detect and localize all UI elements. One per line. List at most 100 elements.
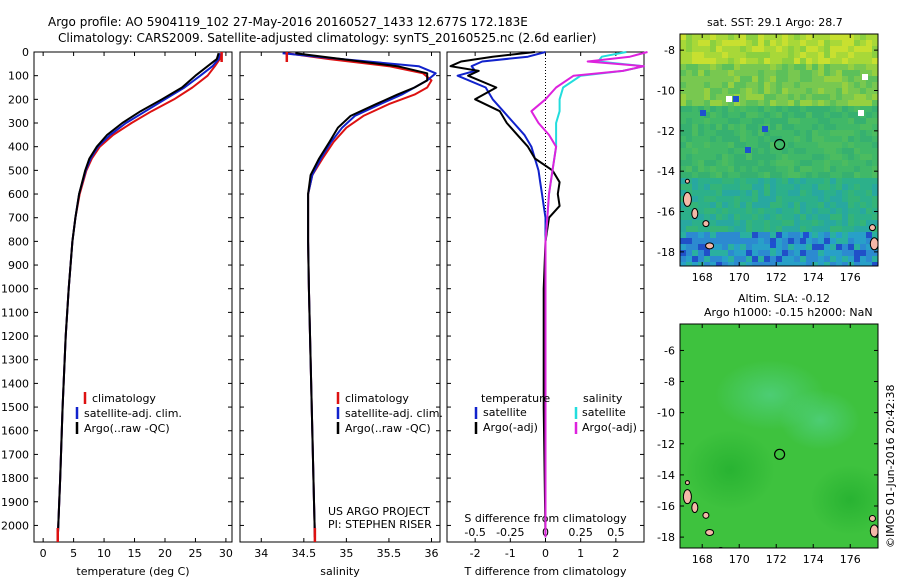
- sst-cell: [770, 184, 776, 190]
- sst-cell: [860, 82, 866, 88]
- sst-cell: [782, 112, 788, 118]
- sst-cell: [680, 106, 686, 112]
- sst-cell: [686, 88, 692, 94]
- sst-cell: [866, 76, 872, 82]
- sst-cell: [866, 148, 872, 154]
- sst-cell: [692, 46, 698, 52]
- x-tick-label: 0: [40, 547, 47, 560]
- temperature-legend: climatology satellite-adj. clim. Argo(..…: [75, 392, 182, 435]
- sst-cell: [800, 70, 806, 76]
- sst-cell: [824, 52, 830, 58]
- sst-cell: [806, 70, 812, 76]
- sst-cell: [710, 184, 716, 190]
- sst-cell: [722, 58, 728, 64]
- sst-cell: [722, 94, 728, 100]
- sst-cell: [710, 154, 716, 160]
- sst-cell: [776, 160, 782, 166]
- sst-cell: [788, 214, 794, 220]
- sst-cell: [794, 262, 800, 266]
- sst-cell: [866, 256, 872, 262]
- sst-cell: [740, 106, 746, 112]
- sst-cell: [806, 220, 812, 226]
- sst-cell: [806, 160, 812, 166]
- sst-cell: [788, 112, 794, 118]
- sst-cell: [734, 238, 740, 244]
- sst-cell: [848, 190, 854, 196]
- sst-cell: [758, 226, 764, 232]
- sst-cell: [716, 262, 722, 266]
- sst-cell: [680, 76, 686, 82]
- sst-cell: [698, 238, 704, 244]
- sst-cell: [836, 34, 842, 40]
- sst-cell: [686, 94, 692, 100]
- sst-cell: [686, 244, 692, 250]
- sst-cell: [698, 82, 704, 88]
- difference-profile-panel: -2 -1 0 1 2 T difference from climatology -0.5…: [446, 51, 648, 578]
- sst-cell: [740, 148, 746, 154]
- sst-cell: [764, 166, 770, 172]
- sst-cell: [842, 112, 848, 118]
- sst-cell: [746, 124, 752, 130]
- sst-cell: [842, 190, 848, 196]
- top-x-tick-label: 0.5: [607, 526, 625, 539]
- sst-cell: [776, 58, 782, 64]
- sst-cell: [722, 244, 728, 250]
- sst-cell: [776, 238, 782, 244]
- lat-tick-label: -12: [657, 125, 675, 138]
- sst-cell: [812, 172, 818, 178]
- sst-cell: [722, 232, 728, 238]
- x-tick-label: 5: [70, 547, 77, 560]
- sst-cell: [812, 142, 818, 148]
- sst-cell: [812, 244, 818, 250]
- sst-cell: [710, 112, 716, 118]
- sst-cell: [764, 100, 770, 106]
- sla-patch: [810, 465, 878, 535]
- sst-cell: [866, 166, 872, 172]
- sst-cell: [782, 184, 788, 190]
- sst-cell: [842, 70, 848, 76]
- island: [718, 265, 723, 266]
- sst-cell: [800, 238, 806, 244]
- sst-cell: [842, 214, 848, 220]
- sst-cell: [710, 190, 716, 196]
- sst-cell: [716, 220, 722, 226]
- sst-cell: [704, 106, 710, 112]
- sst-cell: [818, 244, 824, 250]
- sst-cell: [842, 226, 848, 232]
- sst-cell: [848, 88, 854, 94]
- sst-cell: [872, 82, 878, 88]
- lat-tick-label: -18: [657, 531, 675, 544]
- sst-cell: [848, 70, 854, 76]
- sst-cell: [758, 154, 764, 160]
- sst-cell: [860, 34, 866, 40]
- sst-cell: [848, 214, 854, 220]
- sst-cell: [776, 106, 782, 112]
- sst-cell: [680, 256, 686, 262]
- sst-cell: [788, 142, 794, 148]
- sst-field: [680, 34, 878, 266]
- figure-title: Argo profile: AO 5904119_102 27-May-2016…: [48, 15, 528, 29]
- sst-cell: [818, 178, 824, 184]
- sst-cell: [788, 184, 794, 190]
- sst-cell: [776, 76, 782, 82]
- sst-cell: [794, 124, 800, 130]
- sst-cell: [698, 214, 704, 220]
- sst-cell: [788, 238, 794, 244]
- sst-cell: [860, 178, 866, 184]
- sst-cell: [722, 124, 728, 130]
- sst-cell: [698, 124, 704, 130]
- sst-cell: [812, 178, 818, 184]
- sst-cell: [680, 100, 686, 106]
- sst-cell: [686, 82, 692, 88]
- sst-cell: [704, 190, 710, 196]
- x-tick-label: 30: [219, 547, 233, 560]
- sst-cell: [782, 58, 788, 64]
- sst-cell: [692, 232, 698, 238]
- sst-cell: [800, 40, 806, 46]
- sst-cell: [794, 250, 800, 256]
- y-tick-label: 800: [8, 235, 29, 248]
- legend-temperature-title: temperature: [481, 392, 550, 405]
- sst-cell: [818, 250, 824, 256]
- sst-cell: [860, 100, 866, 106]
- lon-tick-label: 172: [766, 271, 787, 284]
